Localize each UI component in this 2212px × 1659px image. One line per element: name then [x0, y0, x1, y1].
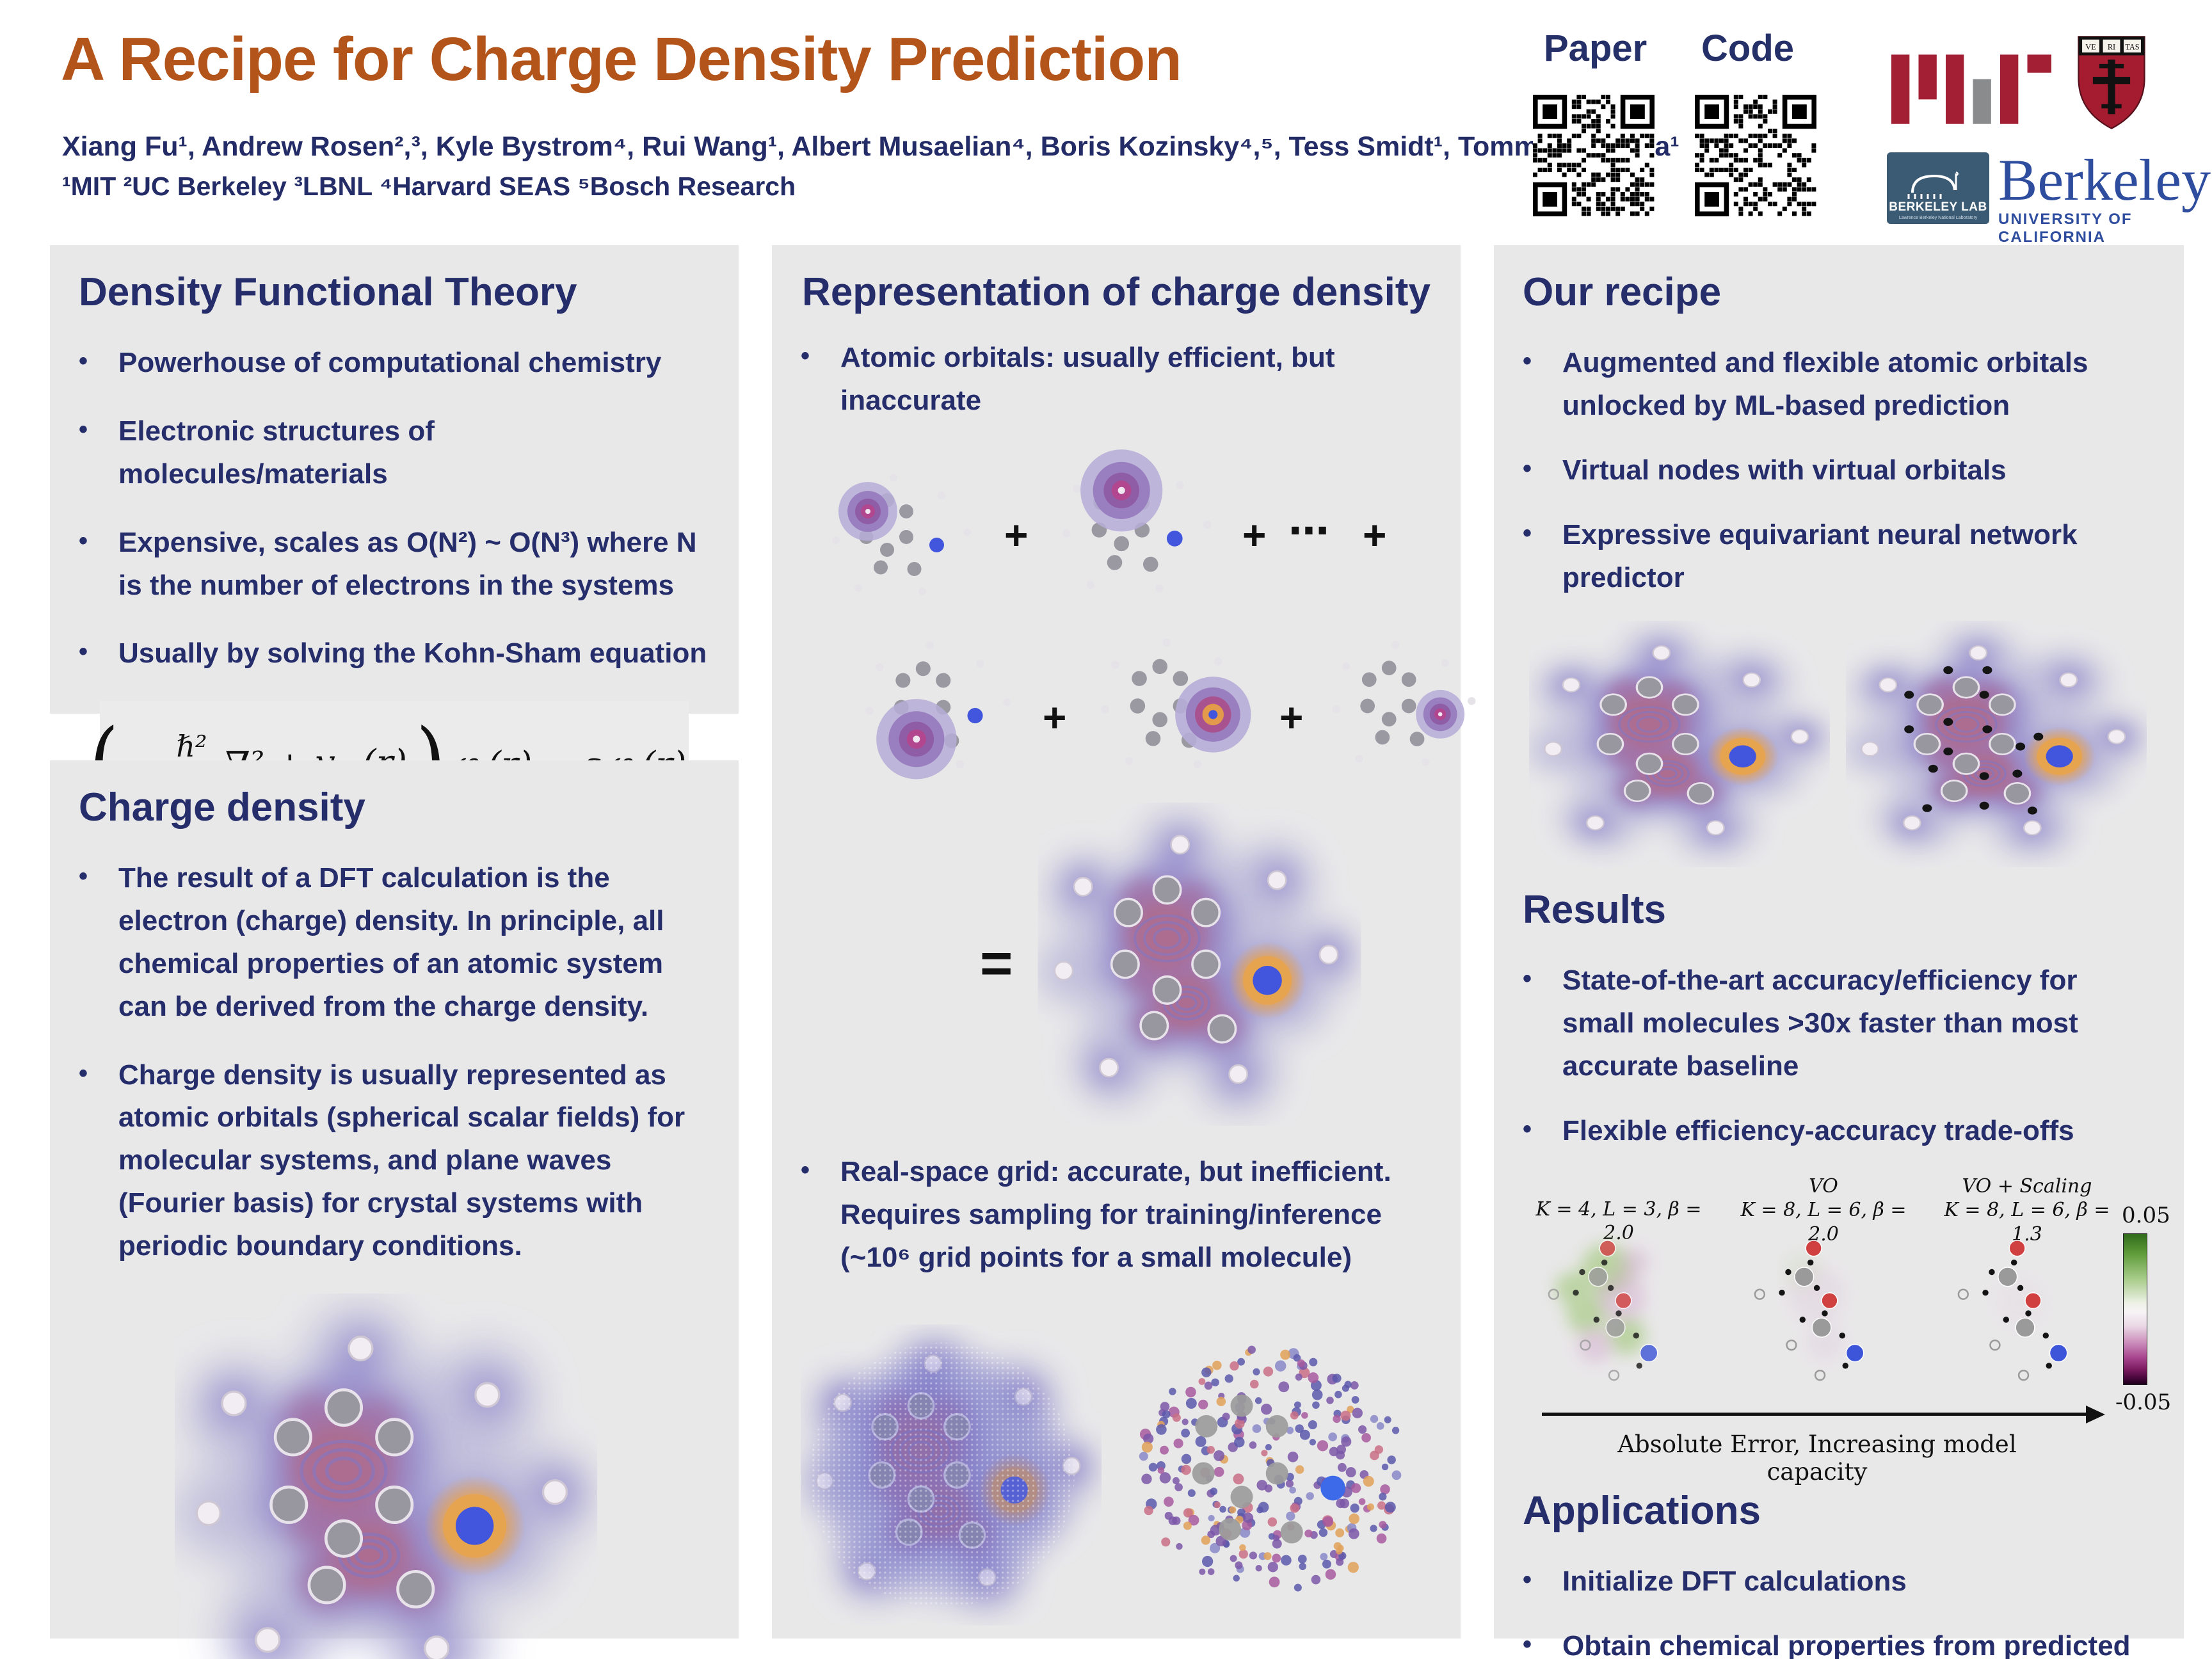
list-item: • Electronic structures of molecules/mate…: [79, 415, 435, 490]
berkeley-lab-dome-icon: [1907, 172, 1959, 199]
author-list: Xiang Fu¹, Andrew Rosen²,³, Kyle Bystrom…: [62, 131, 1679, 162]
list-item: • Expressive equivariant neural network p…: [1523, 518, 2078, 593]
predicted-density-molecule: [1529, 621, 1830, 867]
poster-title: A Recipe for Charge Density Prediction: [61, 25, 1182, 93]
charge-density-illustration: [149, 1294, 623, 1659]
berkeley-logo: Berkeley UNIVERSITY OF CALIFORNIA: [1998, 147, 2211, 246]
full-charge-density: [1036, 803, 1363, 1126]
plus-operator: +: [1004, 511, 1029, 558]
colorbar-max-label: 0.05: [2122, 1202, 2170, 1228]
section-representation: Representation of charge density • Atomic…: [772, 245, 1461, 1639]
berkeley-subtitle: UNIVERSITY OF CALIFORNIA: [1998, 211, 2133, 246]
representation-bullets-top: • Atomic orbitals: usually efficient, but…: [801, 337, 1432, 422]
density-sum-result-illustration: =: [801, 803, 1432, 1135]
error-map-vo-scaling: [1943, 1231, 2114, 1390]
paper-label: Paper: [1544, 28, 1647, 69]
list-item: • Powerhouse of computational chemistry: [79, 347, 662, 378]
berkeley-lab-logo: BERKELEY LAB Lawrence Berkeley National …: [1887, 152, 1989, 224]
sampled-grid-points: [1139, 1345, 1402, 1592]
error-map-low-capacity: [1533, 1231, 1704, 1390]
plus-operator: +: [1242, 511, 1267, 558]
orbital-term-2: [1043, 449, 1235, 616]
list-item: • Initialize DFT calculations: [1523, 1565, 1907, 1597]
affiliation-list: ¹MIT ²UC Berkeley ³LBNL ⁴Harvard SEAS ⁵B…: [62, 172, 796, 201]
section-right-column: Our recipe • Augmented and flexible atomi…: [1494, 245, 2184, 1659]
representation-bullets-bottom: • Real-space grid: accurate, but ineffici…: [801, 1151, 1432, 1279]
list-item: • State-of-the-art accuracy/efficiency fo…: [1523, 965, 2078, 1082]
list-item: • The result of a DFT calculation is the …: [79, 862, 664, 1022]
berkeley-lab-subtitle: Lawrence Berkeley National Laboratory: [1898, 216, 1978, 220]
dense-grid-density: [801, 1301, 1102, 1649]
orbital-term-5: [1313, 623, 1498, 789]
list-item: • Atomic orbitals: usually efficient, but…: [801, 342, 1335, 416]
figure-label: K = 4, L = 3, β = 2.0: [1535, 1198, 1702, 1245]
results-figure: K = 4, L = 3, β = 2.0 VO K = 8, L = 6, β…: [1523, 1174, 2171, 1486]
berkeley-lab-name: BERKELEY LAB: [1889, 200, 1987, 214]
figure-label: VO: [1809, 1174, 1838, 1198]
code-label: Code: [1701, 28, 1794, 69]
figure-label: K = 8, L = 6, β = 1.3: [1944, 1199, 2110, 1246]
figure-caption: Absolute Error, Increasing model capacit…: [1617, 1430, 2017, 1486]
orbital-term-4: [1081, 620, 1251, 792]
results-bullet-list: • State-of-the-art accuracy/efficiency fo…: [1523, 959, 2155, 1153]
harvard-motto-ri: RI: [2108, 42, 2115, 51]
list-item: • Virtual nodes with virtual orbitals: [1523, 454, 2007, 486]
colorbar-min-label: -0.05: [2115, 1389, 2172, 1415]
list-item: • Obtain chemical properties from predict…: [1523, 1630, 2131, 1659]
list-item: • Augmented and flexible atomic orbitals …: [1523, 347, 2088, 421]
harvard-shield-logo: VE RI TAS: [2078, 36, 2145, 129]
section-density-functional-theory: Density Functional Theory • Powerhouse of…: [50, 245, 739, 830]
berkeley-wordmark: Berkeley: [1998, 147, 2211, 212]
capacity-arrow: [1542, 1412, 2086, 1416]
atomic-orbital-sum-illustration: + + ⋯ + + +: [801, 444, 1432, 803]
plus-operator: +: [1043, 694, 1067, 741]
harvard-motto-tas: TAS: [2125, 42, 2139, 51]
recipe-heading: Our recipe: [1523, 270, 1722, 314]
recipe-bullet-list: • Augmented and flexible atomic orbitals …: [1523, 342, 2155, 599]
real-space-grid-illustration: [801, 1301, 1432, 1659]
recipe-illustration: [1523, 621, 2155, 870]
ellipsis: ⋯: [1288, 507, 1332, 554]
results-heading: Results: [1523, 888, 1666, 933]
dft-bullet-list: • Powerhouse of computational chemistry •…: [79, 342, 710, 675]
predicted-density-virtual-nodes: [1846, 621, 2147, 867]
code-qr-code: [1695, 95, 1816, 216]
applications-bullet-list: • Initialize DFT calculations • Obtain che…: [1523, 1560, 2155, 1659]
harvard-motto-ve: VE: [2085, 42, 2096, 51]
error-map-vo: [1739, 1231, 1911, 1390]
list-item: • Usually by solving the Kohn-Sham equati…: [79, 637, 707, 669]
error-colorbar: [2123, 1233, 2147, 1385]
charge-density-bullet-list: • The result of a DFT calculation is the …: [79, 857, 710, 1268]
equals-operator: =: [980, 931, 1013, 995]
figure-label: VO + Scaling: [1962, 1174, 2092, 1198]
list-item: • Real-space grid: accurate, but ineffici…: [801, 1155, 1391, 1273]
applications-heading: Applications: [1523, 1488, 1761, 1533]
charge-density-heading: Charge density: [79, 785, 365, 830]
list-item: • Charge density is usually represented a…: [79, 1059, 685, 1262]
section-charge-density: Charge density • The result of a DFT calc…: [50, 760, 739, 1639]
plus-operator: +: [1363, 511, 1387, 558]
orbital-term-1: [813, 457, 993, 617]
paper-qr-code: [1533, 95, 1655, 216]
list-item: • Flexible efficiency-accuracy trade-offs: [1523, 1115, 2074, 1146]
orbital-term-3: [846, 623, 1034, 780]
capacity-arrowhead: [2086, 1405, 2105, 1423]
plus-operator: +: [1279, 694, 1304, 741]
representation-heading: Representation of charge density: [802, 270, 1431, 314]
dft-heading: Density Functional Theory: [79, 270, 577, 314]
list-item: • Expensive, scales as O(N²) ~ O(N³) wher…: [79, 526, 697, 601]
mit-logo: [1891, 54, 2051, 124]
